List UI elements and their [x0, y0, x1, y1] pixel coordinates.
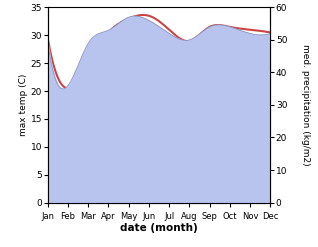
Y-axis label: max temp (C): max temp (C) — [19, 74, 28, 136]
X-axis label: date (month): date (month) — [120, 223, 198, 233]
Y-axis label: med. precipitation (kg/m2): med. precipitation (kg/m2) — [301, 44, 310, 166]
